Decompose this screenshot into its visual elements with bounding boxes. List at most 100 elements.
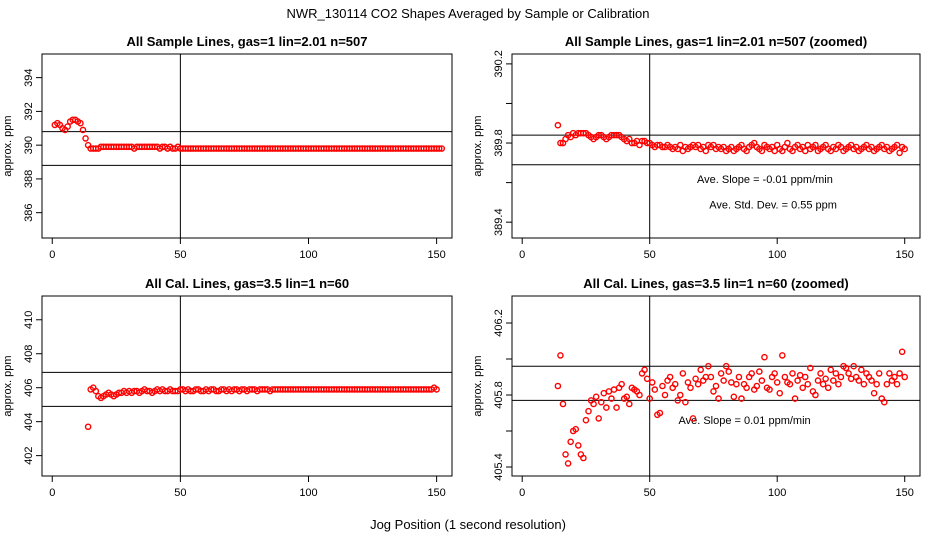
data-point xyxy=(733,380,740,388)
data-point xyxy=(784,139,791,147)
data-point xyxy=(855,377,863,384)
data-point xyxy=(79,126,87,134)
data-point xyxy=(597,398,605,406)
data-point xyxy=(572,425,580,433)
y-tick-label: 392 xyxy=(23,102,35,120)
data-point xyxy=(868,377,875,384)
data-point xyxy=(595,415,603,422)
data-point xyxy=(710,388,717,395)
data-point xyxy=(674,397,682,404)
data-point xyxy=(715,395,722,402)
data-point xyxy=(766,386,773,393)
y-tick-label: 405.8 xyxy=(493,381,505,409)
data-point xyxy=(694,380,702,388)
x-tick-label: 100 xyxy=(768,487,786,499)
data-series xyxy=(84,384,440,431)
x-tick-label: 0 xyxy=(519,487,525,499)
data-point xyxy=(827,366,835,374)
data-point xyxy=(687,384,694,392)
panel-title: All Sample Lines, gas=1 lin=2.01 n=507 (… xyxy=(565,34,867,49)
y-tick-label: 410 xyxy=(23,311,35,329)
x-tick-label: 100 xyxy=(768,249,786,261)
data-point xyxy=(893,380,901,388)
data-point xyxy=(92,387,100,395)
data-point xyxy=(881,398,888,406)
data-point xyxy=(758,147,766,155)
data-point xyxy=(842,364,850,372)
chart-panel-1: All Sample Lines, gas=1 lin=2.01 n=507 0 5… xyxy=(2,34,453,261)
data-point xyxy=(901,145,909,153)
data-point xyxy=(666,373,674,381)
data-point xyxy=(677,391,684,399)
data-point xyxy=(567,438,574,446)
chart-panel-2: All Sample Lines, gas=1 lin=2.01 n=507 (… xyxy=(472,34,921,261)
data-point xyxy=(433,386,440,393)
y-tick-label: 386 xyxy=(23,203,35,221)
data-point xyxy=(771,370,778,377)
data-point xyxy=(717,370,725,377)
data-point xyxy=(582,416,590,424)
data-point xyxy=(82,135,89,142)
data-point xyxy=(608,395,615,402)
data-point xyxy=(873,380,880,388)
data-point xyxy=(837,373,845,381)
data-point xyxy=(613,404,620,411)
x-tick-label: 50 xyxy=(174,487,186,499)
y-tick-label: 404 xyxy=(23,412,35,430)
data-point xyxy=(84,423,92,431)
data-point xyxy=(860,380,868,388)
data-point xyxy=(886,370,893,377)
data-point xyxy=(735,373,743,381)
data-point xyxy=(898,348,906,356)
data-series xyxy=(554,121,909,157)
data-point xyxy=(832,370,840,377)
data-point xyxy=(618,380,625,388)
data-point xyxy=(896,370,903,377)
data-point xyxy=(835,380,842,388)
annotation: Ave. Slope = -0.01 ppm/min xyxy=(697,174,833,186)
x-tick-label: 100 xyxy=(299,249,317,261)
data-point xyxy=(730,393,738,401)
y-tick-label: 388 xyxy=(23,170,35,188)
data-point xyxy=(858,366,865,374)
data-point xyxy=(850,362,858,370)
data-point xyxy=(590,400,597,408)
x-tick-label: 0 xyxy=(49,487,55,499)
data-point xyxy=(758,377,766,384)
panel-title: All Sample Lines, gas=1 lin=2.01 n=507 xyxy=(127,34,368,49)
chart-panel-4: All Cal. Lines, gas=3.5 lin=1 n=60 (zoom… xyxy=(472,276,921,499)
data-point xyxy=(870,389,878,397)
data-point xyxy=(651,386,659,393)
plot-frame xyxy=(511,53,921,239)
y-axis-label: approx. ppm xyxy=(472,355,484,416)
data-point xyxy=(671,380,679,388)
data-point xyxy=(812,391,819,399)
plot-frame xyxy=(511,295,921,477)
data-point xyxy=(776,389,784,397)
data-point xyxy=(682,398,689,406)
data-point xyxy=(896,149,903,157)
data-point xyxy=(822,375,829,383)
data-point xyxy=(891,373,898,381)
data-point xyxy=(562,451,569,458)
data-point xyxy=(817,370,824,377)
data-point xyxy=(646,395,654,402)
data-point xyxy=(712,382,720,390)
data-point xyxy=(557,139,564,147)
y-tick-label: 390.2 xyxy=(493,50,505,78)
data-point xyxy=(779,352,786,359)
x-tick-label: 150 xyxy=(427,249,445,261)
data-point xyxy=(626,400,633,408)
data-point xyxy=(603,404,610,411)
data-point xyxy=(819,380,827,388)
y-tick-label: 394 xyxy=(23,68,35,86)
data-point xyxy=(814,377,822,384)
data-point xyxy=(77,119,84,127)
data-point xyxy=(830,377,837,384)
data-point xyxy=(438,145,446,152)
data-point xyxy=(794,377,801,384)
data-point xyxy=(64,123,71,130)
data-point xyxy=(756,368,763,375)
x-tick-label: 0 xyxy=(49,249,55,261)
data-point xyxy=(789,370,796,377)
